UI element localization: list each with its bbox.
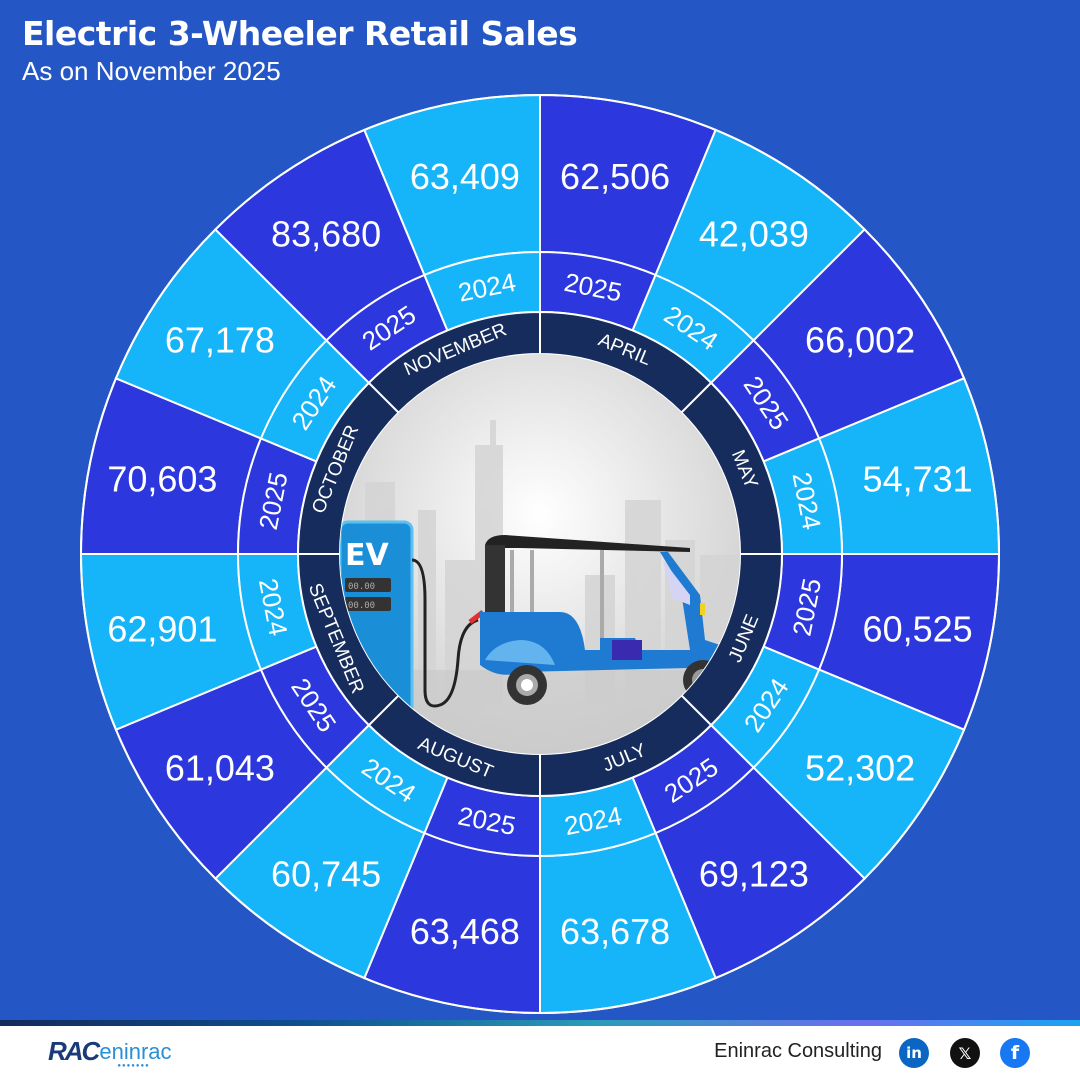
sales-value-2025: 66,002 <box>805 320 915 361</box>
eninrac-logo: RAC eninrac ●●●●●●● <box>48 1036 172 1069</box>
sales-value-2025: 63,468 <box>410 911 520 952</box>
company-name: Eninrac Consulting <box>714 1040 882 1062</box>
svg-text:00.00: 00.00 <box>348 601 375 611</box>
sales-value-2025: 61,043 <box>165 747 275 788</box>
sales-value-2024: 52,302 <box>805 747 915 788</box>
page-subtitle: As on November 2025 <box>22 56 281 86</box>
sales-value-2025: 60,525 <box>863 609 973 650</box>
sales-value-2025: 70,603 <box>107 458 217 499</box>
sales-value-2024: 63,409 <box>410 156 520 197</box>
header: Electric 3-Wheeler Retail Sales As on No… <box>22 14 578 88</box>
sales-value-2024: 54,731 <box>863 458 973 499</box>
page-title: Electric 3-Wheeler Retail Sales <box>22 14 578 53</box>
sales-value-2025: 69,123 <box>699 854 809 895</box>
footer: RAC eninrac ●●●●●●● Eninrac Consulting i… <box>0 1026 1080 1080</box>
ev-label: EV <box>345 538 389 573</box>
logo-text: eninrac ●●●●●●● <box>99 1038 172 1069</box>
logo-mark: RAC <box>48 1036 100 1066</box>
facebook-icon[interactable]: f <box>1000 1038 1030 1068</box>
sales-value-2025: 62,506 <box>560 156 670 197</box>
sales-value-2024: 67,178 <box>165 320 275 361</box>
sales-value-2025: 83,680 <box>271 213 381 254</box>
footer-gradient-bar <box>0 1020 1080 1026</box>
linkedin-icon[interactable]: in <box>899 1038 929 1068</box>
sales-value-2024: 42,039 <box>699 213 809 254</box>
x-twitter-icon[interactable]: 𝕏 <box>950 1038 980 1068</box>
sales-value-2024: 62,901 <box>107 609 217 650</box>
sales-value-2024: 63,678 <box>560 911 670 952</box>
sales-value-2024: 60,745 <box>271 854 381 895</box>
svg-text:00.00: 00.00 <box>348 582 375 592</box>
